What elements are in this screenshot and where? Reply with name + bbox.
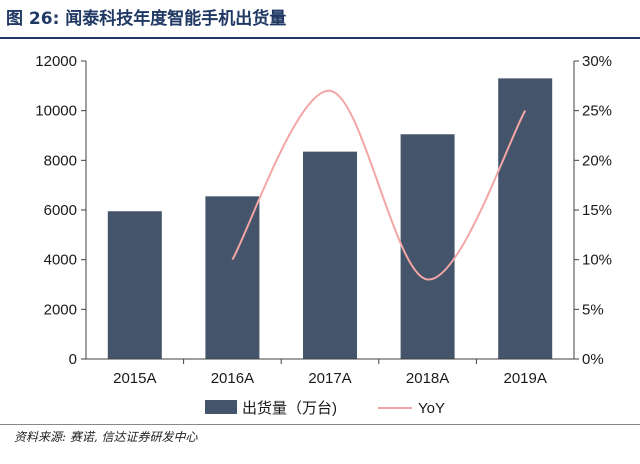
y-right-tick-label: 30% — [582, 53, 612, 70]
x-tick-label: 2017A — [308, 370, 351, 387]
y-left-tick-label: 4000 — [44, 252, 77, 269]
y-right-tick-label: 10% — [582, 252, 612, 269]
x-tick-label: 2016A — [211, 370, 254, 387]
y-left-tick-label: 0 — [69, 351, 77, 368]
bar-2019A — [498, 78, 553, 359]
y-right-tick-label: 0% — [582, 351, 604, 368]
y-left-tick-label: 6000 — [44, 202, 77, 219]
x-tick-label: 2019A — [504, 370, 547, 387]
x-tick-label: 2015A — [113, 370, 156, 387]
x-tick-label: 2018A — [406, 370, 449, 387]
legend-swatch-bar — [205, 400, 237, 414]
y-left-tick-label: 2000 — [44, 301, 77, 318]
yoy-line — [231, 89, 527, 281]
bar-2016A — [205, 196, 260, 359]
y-right-tick-label: 20% — [582, 152, 612, 169]
y-left-tick-label: 12000 — [35, 53, 77, 70]
y-left-tick-label: 8000 — [44, 152, 77, 169]
bar-2018A — [400, 134, 455, 359]
y-right-tick-label: 25% — [582, 103, 612, 120]
source-note: 资料来源: 赛诺, 信达证券研发中心 — [14, 430, 198, 444]
bar-2015A — [107, 211, 162, 359]
legend-label-bar: 出货量（万台) — [242, 400, 337, 417]
y-right-tick-label: 5% — [582, 301, 604, 318]
source-rule — [0, 424, 640, 425]
title-rule — [0, 37, 640, 39]
figure-title: 图 26: 闻泰科技年度智能手机出货量 — [6, 9, 287, 29]
chart: 0 2000 4000 6000 8000 10000 12000 0% 5% 10% 15% 20%… — [35, 53, 612, 417]
bar-2017A — [303, 151, 357, 359]
legend-label-line: YoY — [418, 400, 445, 417]
y-right-tick-label: 15% — [582, 202, 612, 219]
y-left-tick-label: 10000 — [35, 103, 77, 120]
